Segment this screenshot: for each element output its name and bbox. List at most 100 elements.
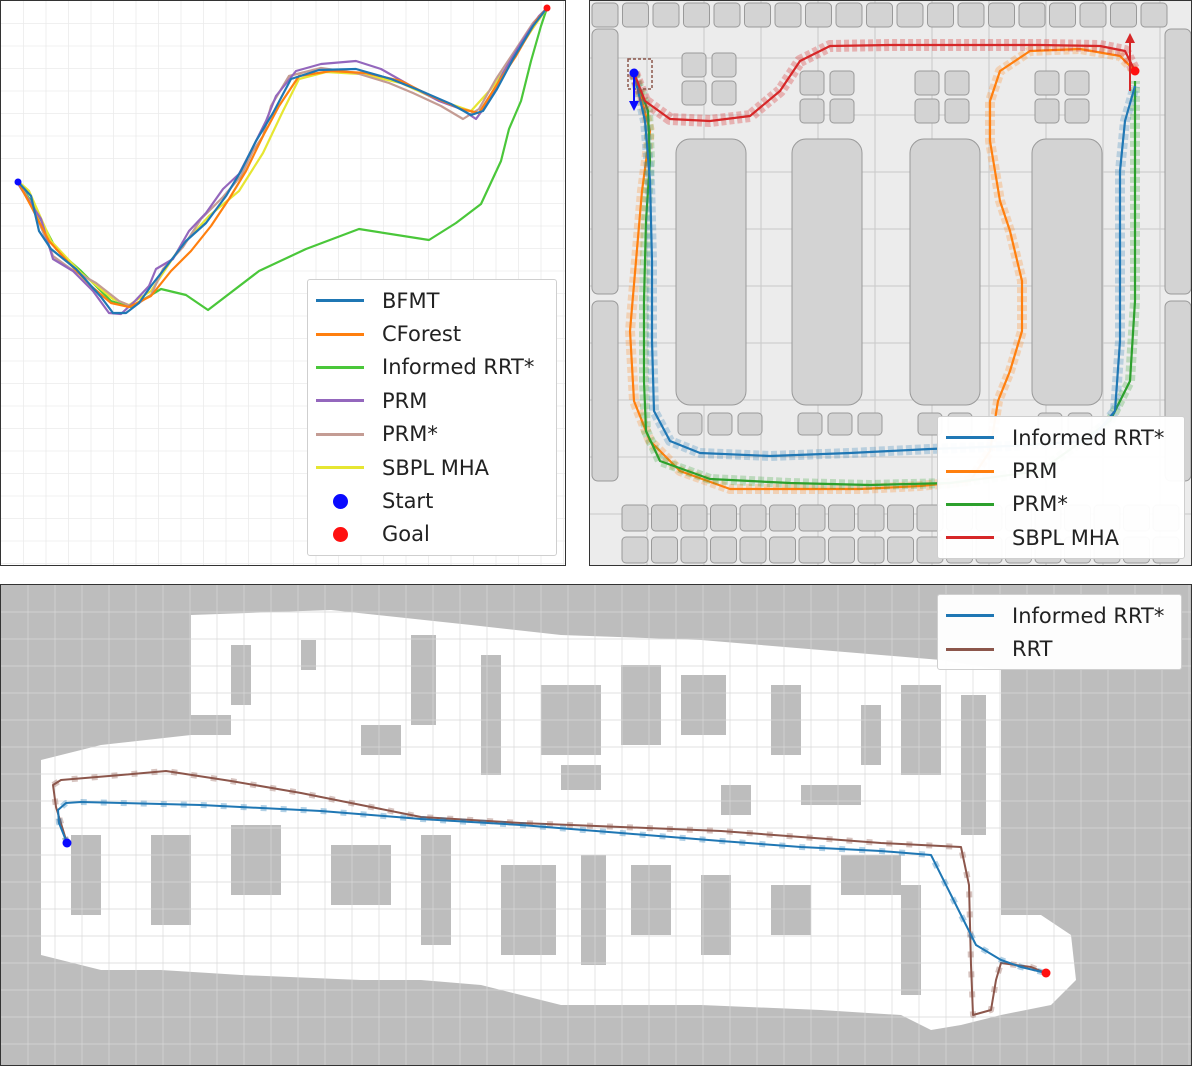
parking-island xyxy=(1031,138,1103,406)
legend-label: PRM xyxy=(382,388,428,413)
legend-label: CForest xyxy=(382,322,462,347)
legend-line-swatch xyxy=(316,332,364,336)
legend-entry: BFMT xyxy=(316,284,548,317)
path-prm xyxy=(16,7,548,316)
parked-car xyxy=(1079,2,1107,28)
parked-car xyxy=(798,536,826,564)
legend-label: Informed RRT* xyxy=(1012,425,1165,450)
legend-label: BFMT xyxy=(382,288,440,313)
legend-label: PRM* xyxy=(1012,492,1068,517)
legend-dot xyxy=(332,493,348,509)
legend-entry: PRM* xyxy=(946,488,1176,521)
parked-car xyxy=(681,80,707,106)
parked-car xyxy=(622,2,649,28)
path-prm-star xyxy=(17,7,548,309)
legend-label: Goal xyxy=(382,522,430,547)
panel-occupancy-map: Informed RRT* RRT xyxy=(0,584,1192,1066)
parked-car xyxy=(1140,2,1168,28)
legend-label: RRT xyxy=(1012,637,1053,662)
parked-car xyxy=(944,70,970,96)
legend-entry: RRT xyxy=(946,632,1173,665)
curb-block xyxy=(1164,28,1191,295)
parked-car xyxy=(914,70,940,96)
legend-occupancy-map: Informed RRT* RRT xyxy=(937,594,1182,670)
legend-dot-swatch xyxy=(316,526,364,542)
occupancy-map-canvas xyxy=(1,585,1191,1065)
legend-label: PRM* xyxy=(382,422,438,447)
parked-car xyxy=(774,2,802,28)
parked-car xyxy=(739,536,767,564)
parked-car xyxy=(739,504,767,532)
parked-car xyxy=(988,2,1015,28)
parked-car xyxy=(799,98,825,124)
goal-heading-arrowhead xyxy=(1125,33,1135,43)
parking-island xyxy=(909,138,981,406)
legend-line-swatch xyxy=(946,536,994,540)
legend-line-swatch xyxy=(946,469,994,473)
parked-car xyxy=(591,2,619,28)
panel-parking-lot: Informed RRT* PRM PRM* SBPL MHA xyxy=(589,0,1192,566)
parked-car xyxy=(1034,98,1060,124)
curb-block xyxy=(591,300,619,482)
legend-label: PRM xyxy=(1012,459,1058,484)
start-marker xyxy=(62,838,72,848)
parked-car xyxy=(829,70,855,96)
parking-island xyxy=(675,138,747,406)
parked-car xyxy=(713,2,741,28)
parked-car xyxy=(1018,2,1046,28)
legend-line-swatch xyxy=(316,299,364,303)
parked-car xyxy=(957,2,985,28)
legend-parking-lot: Informed RRT* PRM PRM* SBPL MHA xyxy=(937,416,1185,559)
path-informed-rrt-star-centerline xyxy=(632,72,1137,458)
legend-entry: PRM xyxy=(946,454,1176,487)
parked-car xyxy=(1064,98,1090,124)
parked-car xyxy=(769,536,796,564)
legend-entry: Informed RRT* xyxy=(946,421,1176,454)
legend-entry: CForest xyxy=(316,317,548,350)
legend-label: Informed RRT* xyxy=(1012,603,1165,628)
parked-car xyxy=(683,2,710,28)
legend-entry: Informed RRT* xyxy=(316,351,548,384)
legend-entry: SBPL MHA xyxy=(316,451,548,484)
parked-car xyxy=(857,504,885,532)
path-informed-rrt-star-centerline xyxy=(57,801,1047,974)
parking-island xyxy=(791,138,863,406)
parked-car xyxy=(1064,70,1090,96)
parked-car xyxy=(769,504,796,532)
path-informed-rrt-star xyxy=(17,7,549,312)
path-sbpl-mha xyxy=(18,7,548,307)
legend-entry: Informed RRT* xyxy=(946,599,1173,632)
legend-line-swatch xyxy=(316,399,364,403)
parked-car xyxy=(1034,70,1060,96)
parked-car xyxy=(887,536,914,564)
legend-line-swatch xyxy=(316,466,364,470)
parked-car xyxy=(887,504,914,532)
parked-car xyxy=(857,536,885,564)
parked-car xyxy=(710,536,737,564)
parked-car xyxy=(651,504,678,532)
parked-car xyxy=(621,536,649,564)
parked-car xyxy=(798,504,826,532)
path-cforest xyxy=(17,7,548,309)
curb-block xyxy=(591,28,619,295)
parked-car xyxy=(711,80,737,106)
parked-car xyxy=(835,2,863,28)
parked-car xyxy=(896,2,924,28)
goal-marker xyxy=(543,4,551,12)
legend-line-swatch xyxy=(316,432,364,436)
legend-line-swatch xyxy=(946,614,994,618)
path-sbpl-mha xyxy=(628,39,1141,127)
path-rrt-centerline xyxy=(52,770,1047,1016)
legend-line-swatch xyxy=(946,436,994,440)
legend-line-swatch xyxy=(946,647,994,651)
goal-marker xyxy=(1130,66,1140,76)
legend-entry: SBPL MHA xyxy=(946,521,1176,554)
parked-car xyxy=(914,98,940,124)
legend-entry: Start xyxy=(316,484,548,517)
parked-car xyxy=(710,504,737,532)
parked-car xyxy=(805,2,832,28)
parked-car xyxy=(927,2,954,28)
parked-car xyxy=(711,52,737,78)
parked-car xyxy=(737,412,763,436)
legend-free-space: BFMT CForest Informed RRT* PRM PRM* SBPL MHA S… xyxy=(307,279,557,556)
